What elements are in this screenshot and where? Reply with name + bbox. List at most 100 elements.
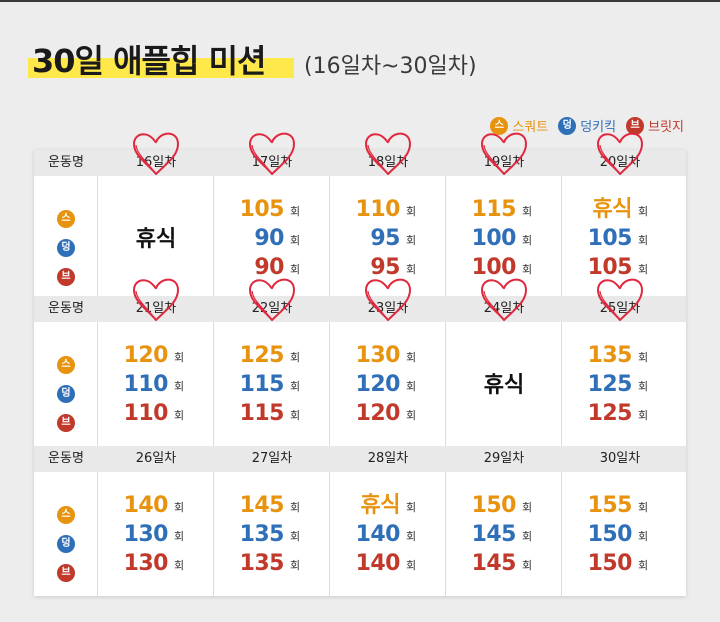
day-cell: 115 회 100 회 100 회	[446, 176, 562, 286]
heart-doodle-icon	[597, 132, 643, 175]
unit-label: 회	[638, 234, 649, 247]
day-cell: 휴식 회 140 회 140 회	[330, 472, 446, 582]
bridge-count: 125	[587, 401, 633, 426]
unit-label: 회	[406, 501, 417, 514]
unit-label: 회	[174, 380, 185, 393]
unit-label: 회	[406, 559, 417, 572]
bridge-count: 110	[123, 401, 169, 426]
unit-label: 회	[406, 380, 417, 393]
unit-label: 회	[406, 263, 417, 276]
legend-bridge-label: 브릿지	[648, 120, 684, 135]
donkey-count: 130	[123, 522, 169, 547]
squat-count: 145	[239, 493, 285, 518]
heart-doodle-icon	[365, 278, 411, 321]
bridge-icon: 브	[57, 414, 75, 432]
bridge-count: 90	[254, 255, 284, 280]
top-border	[0, 0, 720, 2]
legend-donkey: 덩 덩키킥	[558, 116, 616, 135]
day-header: 23일차	[367, 301, 409, 316]
unit-label: 회	[638, 559, 649, 572]
legend-bridge-icon: 브	[626, 116, 645, 135]
legend-squat-icon: 스	[490, 116, 509, 135]
squat-count: 110	[355, 197, 401, 222]
day-header: 25일차	[599, 301, 641, 316]
unit-label: 회	[290, 205, 301, 218]
unit-label: 회	[290, 234, 301, 247]
unit-label: 회	[406, 351, 417, 364]
heart-doodle-icon	[249, 132, 295, 175]
day-cell: 105 회 90 회 90 회	[214, 176, 330, 286]
unit-label: 회	[638, 205, 649, 218]
bridge-count: 140	[355, 551, 401, 576]
unit-label: 회	[638, 380, 649, 393]
unit-label: 회	[406, 530, 417, 543]
bridge-count: 120	[355, 401, 401, 426]
unit-label: 회	[522, 234, 533, 247]
legend-donkey-label: 덩키킥	[580, 120, 617, 135]
heart-doodle-icon	[365, 132, 411, 175]
legend: 스 스쿼트 덩 덩키킥 브 브릿지	[490, 116, 684, 135]
legend-bridge: 브 브릿지	[626, 116, 684, 135]
day-header: 21일차	[135, 301, 177, 316]
exercise-header: 운동명	[48, 155, 84, 170]
unit-label: 회	[406, 205, 417, 218]
rest-label: 휴식	[483, 373, 525, 398]
day-header: 29일차	[483, 451, 525, 466]
page-title: 30일 애플힙 미션	[32, 42, 266, 80]
donkey-icon: 덩	[57, 239, 75, 257]
unit-label: 회	[522, 263, 533, 276]
legend-squat: 스 스쿼트	[490, 116, 548, 135]
squat-count: 휴식	[592, 197, 633, 222]
donkey-count: 105	[587, 226, 633, 251]
rest-label: 휴식	[135, 227, 177, 252]
day-header: 17일차	[251, 155, 293, 170]
unit-label: 회	[290, 409, 301, 422]
day-cell: 휴식	[446, 322, 562, 432]
squat-count: 휴식	[360, 493, 401, 518]
unit-label: 회	[638, 530, 649, 543]
day-header: 22일차	[251, 301, 293, 316]
day-header: 28일차	[367, 451, 409, 466]
heart-doodle-icon	[481, 132, 527, 175]
bridge-icon: 브	[57, 268, 75, 286]
bridge-count: 95	[370, 255, 400, 280]
legend-squat-label: 스쿼트	[512, 120, 549, 135]
donkey-count: 150	[587, 522, 633, 547]
squat-count: 150	[471, 493, 517, 518]
bridge-count: 150	[587, 551, 633, 576]
day-cell: 150 회 145 회 145 회	[446, 472, 562, 582]
schedule-table: 운동명 스 덩 브 16일차 휴식 17일차 105 회 90 회 90 회 18일차 110 회 95 회 95 회…	[34, 132, 686, 596]
column-divider	[561, 150, 562, 596]
squat-count: 140	[123, 493, 169, 518]
bridge-count: 115	[239, 401, 285, 426]
unit-label: 회	[406, 234, 417, 247]
donkey-count: 110	[123, 372, 169, 397]
donkey-count: 90	[254, 226, 284, 251]
squat-count: 125	[239, 343, 285, 368]
squat-icon: 스	[57, 506, 75, 524]
bridge-count: 145	[471, 551, 517, 576]
page-subtitle: (16일차~30일차)	[304, 54, 477, 79]
legend-donkey-icon: 덩	[558, 116, 577, 135]
day-header: 30일차	[599, 451, 641, 466]
week-header-row	[34, 296, 686, 322]
squat-count: 120	[123, 343, 169, 368]
week-header-row	[34, 150, 686, 176]
unit-label: 회	[174, 351, 185, 364]
unit-label: 회	[174, 501, 185, 514]
bridge-count: 100	[471, 255, 517, 280]
week-header-row	[34, 446, 686, 472]
unit-label: 회	[290, 559, 301, 572]
column-divider	[445, 150, 446, 596]
day-cell: 140 회 130 회 130 회	[98, 472, 214, 582]
unit-label: 회	[522, 559, 533, 572]
unit-label: 회	[174, 409, 185, 422]
heart-doodle-icon	[133, 132, 179, 175]
unit-label: 회	[638, 351, 649, 364]
unit-label: 회	[290, 351, 301, 364]
column-divider	[213, 150, 214, 596]
heart-doodle-icon	[249, 278, 295, 321]
day-cell: 135 회 125 회 125 회	[562, 322, 678, 432]
unit-label: 회	[290, 530, 301, 543]
unit-label: 회	[522, 501, 533, 514]
